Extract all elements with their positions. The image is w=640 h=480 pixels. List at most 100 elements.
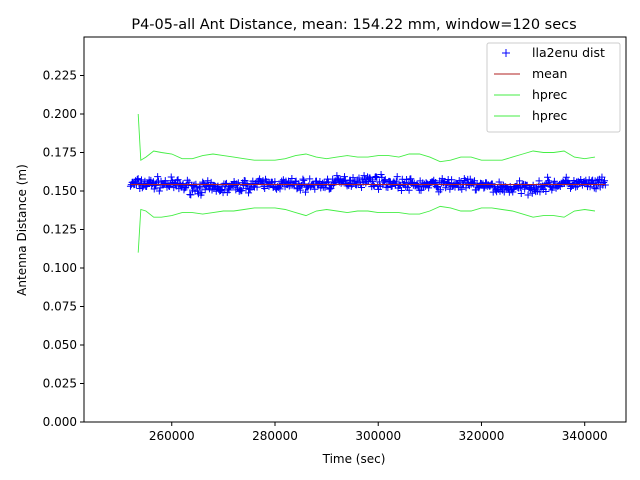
legend-label: hprec	[532, 87, 567, 102]
dist-point	[196, 184, 204, 192]
dist-point	[372, 173, 380, 181]
dist-point	[542, 187, 550, 195]
dist-point	[333, 172, 341, 180]
y-axis-label: Antenna Distance (m)	[15, 164, 29, 296]
dist-point	[598, 173, 606, 181]
dist-point	[276, 185, 284, 193]
dist-point	[349, 174, 357, 182]
dist-point	[300, 176, 308, 184]
dist-point	[550, 177, 558, 185]
dist-point	[160, 180, 168, 188]
dist-point	[229, 182, 237, 190]
x-tick-label: 300000	[355, 429, 401, 443]
legend-label: hprec	[532, 108, 567, 123]
dist-point	[301, 188, 309, 196]
dist-point	[397, 187, 405, 195]
dist-point	[471, 177, 479, 185]
dist-point	[535, 177, 543, 185]
hprec-upper-line	[137, 113, 596, 163]
dist-point	[403, 183, 411, 191]
dist-point	[325, 185, 333, 193]
dist-point	[437, 186, 445, 194]
dist-point	[375, 185, 383, 193]
dist-point	[311, 185, 319, 193]
dist-point	[369, 178, 377, 186]
hprec-lower-line	[137, 205, 596, 253]
dist-point	[517, 190, 525, 198]
dist-point	[138, 176, 146, 184]
dist-point	[392, 177, 400, 185]
dist-point	[541, 181, 549, 189]
x-axis-label: Time (sec)	[322, 452, 386, 466]
dist-point	[271, 178, 279, 186]
dist-point	[167, 173, 175, 181]
x-tick-label: 280000	[252, 429, 298, 443]
dist-point	[509, 188, 517, 196]
dist-point	[285, 182, 293, 190]
dist-point	[174, 176, 182, 184]
dist-point	[203, 181, 211, 189]
dist-point	[414, 181, 422, 189]
y-tick-label: 0.025	[43, 377, 77, 391]
dist-point	[384, 183, 392, 191]
dist-point	[153, 179, 161, 187]
dist-point	[592, 185, 600, 193]
dist-point	[380, 177, 388, 185]
dist-point	[562, 173, 570, 181]
y-tick-label: 0.050	[43, 338, 77, 352]
dist-point	[544, 177, 552, 185]
dist-point	[524, 191, 532, 199]
dist-point	[154, 173, 162, 181]
x-tick-label: 320000	[459, 429, 505, 443]
dist-point	[208, 186, 216, 194]
dist-point	[155, 187, 163, 195]
dist-point	[321, 184, 329, 192]
dist-point	[448, 176, 456, 184]
y-tick-label: 0.075	[43, 300, 77, 314]
dist-point	[601, 181, 609, 189]
dist-point	[204, 177, 212, 185]
y-tick-label: 0.225	[43, 69, 77, 83]
dist-point	[222, 179, 230, 187]
dist-point	[521, 185, 529, 193]
dist-point	[516, 177, 524, 185]
y-axis: 0.000 0.025 0.050 0.075 0.100 0.125 0.150 0.175…	[43, 69, 84, 429]
dist-point	[150, 185, 158, 193]
dist-point	[466, 175, 474, 183]
dist-point	[341, 173, 349, 181]
y-tick-label: 0.000	[43, 415, 77, 429]
dist-point	[236, 185, 244, 193]
dist-point	[179, 180, 187, 188]
x-axis: 260000 280000 300000 320000 340000	[149, 422, 608, 443]
x-tick-label: 340000	[562, 429, 608, 443]
dist-point	[454, 180, 462, 188]
dist-point	[323, 179, 331, 187]
y-tick-label: 0.150	[43, 184, 77, 198]
dist-point	[261, 185, 269, 193]
dist-point	[458, 185, 466, 193]
dist-point	[544, 173, 552, 181]
dist-point	[126, 182, 134, 190]
dist-point	[238, 187, 246, 195]
dist-point	[233, 180, 241, 188]
dist-point	[442, 184, 450, 192]
dist-point	[187, 191, 195, 199]
legend: lla2enu dist mean hprec hprec	[486, 42, 621, 133]
dist-point	[393, 173, 401, 181]
dist-point	[296, 186, 304, 194]
dist-point	[225, 186, 233, 194]
dist-point	[405, 186, 413, 194]
dist-point	[369, 181, 377, 189]
dist-point	[299, 175, 307, 183]
y-tick-label: 0.100	[43, 261, 77, 275]
dist-point	[487, 181, 495, 189]
dist-point	[288, 174, 296, 182]
dist-point	[401, 179, 409, 187]
y-tick-label: 0.200	[43, 107, 77, 121]
dist-point	[425, 184, 433, 192]
legend-label: mean	[532, 66, 567, 81]
y-tick-label: 0.125	[43, 223, 77, 237]
dist-point	[455, 177, 463, 185]
dist-point	[367, 176, 375, 184]
